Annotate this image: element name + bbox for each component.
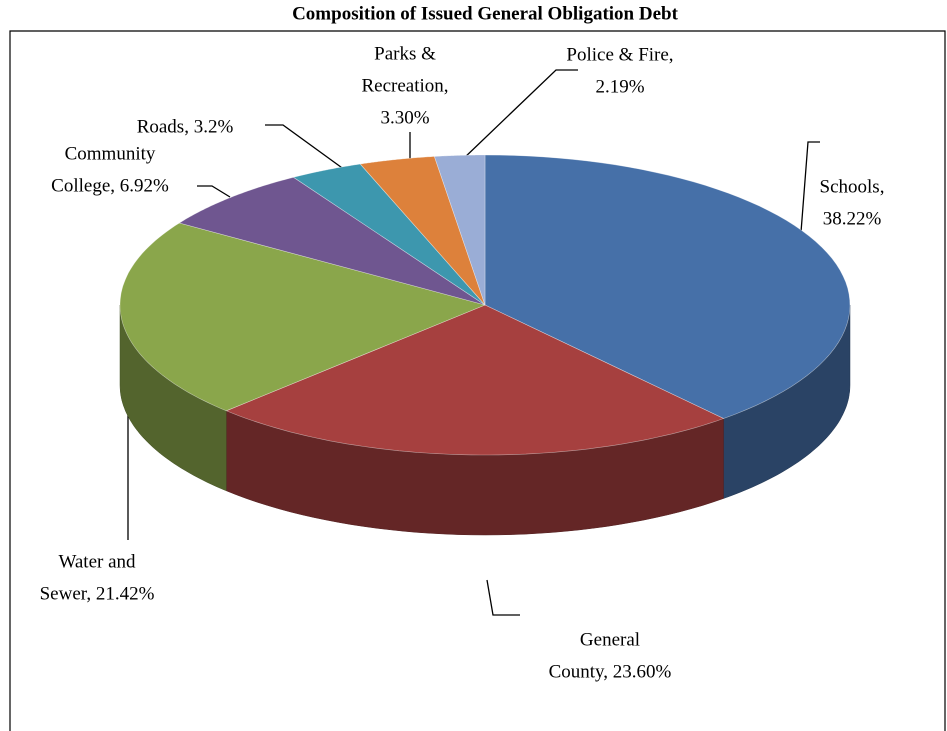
pie-tops — [119, 154, 851, 456]
data-label: 38.22% — [823, 208, 882, 229]
data-label: General — [580, 629, 640, 650]
leader-line — [197, 185, 231, 198]
leader-line — [486, 579, 520, 616]
slice — [433, 154, 486, 306]
data-label: Parks & — [374, 43, 436, 64]
slice — [359, 156, 486, 306]
data-label: Sewer, 21.42% — [40, 583, 155, 604]
data-label: County, 23.60% — [549, 661, 672, 682]
leader-line — [265, 124, 346, 171]
data-label: 2.19% — [595, 76, 644, 97]
chart-title: Composition of Issued General Obligation… — [292, 3, 679, 24]
data-label: 3.30% — [380, 107, 429, 128]
slice — [225, 304, 725, 456]
data-label: Police & Fire, — [566, 44, 673, 65]
slice — [178, 176, 486, 306]
slice — [119, 222, 486, 412]
leader-line — [461, 69, 578, 161]
slice — [484, 154, 851, 419]
slice — [292, 163, 486, 306]
data-label: Schools, — [820, 176, 885, 197]
data-label: Roads, 3.2% — [137, 116, 234, 137]
data-label: Community — [65, 143, 156, 164]
data-label: Recreation, — [361, 75, 448, 96]
data-label: College, 6.92% — [51, 175, 169, 196]
leader-line — [799, 141, 820, 246]
chart-border — [9, 30, 946, 731]
data-label: Water and — [58, 551, 136, 572]
leader-lines — [127, 69, 820, 616]
